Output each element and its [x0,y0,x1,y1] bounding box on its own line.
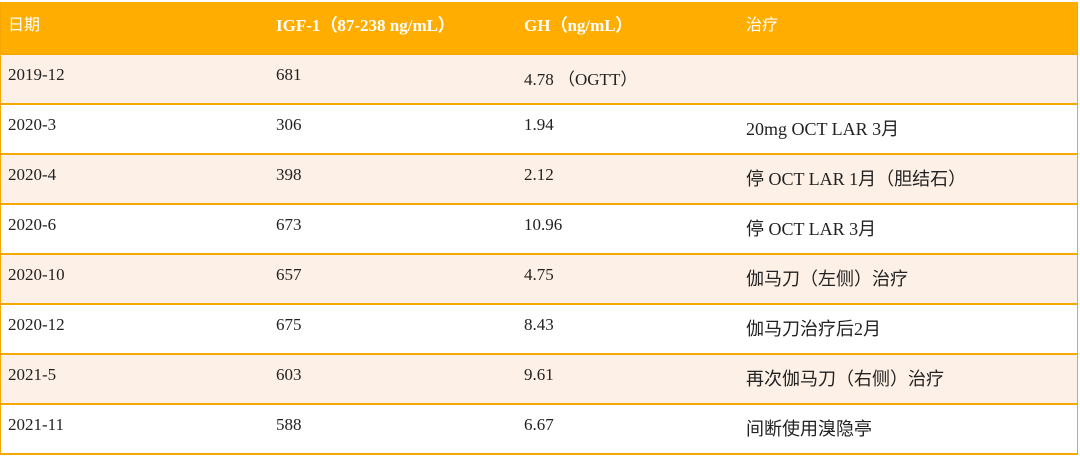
table-cell: 675 [276,315,302,334]
table-cell: 2020-3 [8,115,57,134]
table-cell: 20mg OCT LAR 3月 [746,119,900,139]
table-row: 2021-5 603 9.61 再次伽马刀（右侧）治疗 [1,353,1077,403]
table-cell: 2.12 [524,165,554,184]
table-cell: 2019-12 [8,65,65,84]
table-cell: 2021-5 [8,365,57,384]
table-cell: 停 OCT LAR 1月（胆结石） [746,169,967,189]
table-cell: 2020-4 [8,165,57,184]
table-cell: 398 [276,165,302,184]
header-cell: 日期 [8,15,41,34]
table-cell: 停 OCT LAR 3月 [746,219,877,239]
table-cell: 伽马刀（左侧）治疗 [746,269,908,289]
table-cell: 间断使用溴隐亭 [746,419,872,439]
table-cell: 2020-6 [8,215,57,234]
table-row: 2021-11 588 6.67 间断使用溴隐亭 [1,403,1077,453]
table-cell: 1.94 [524,115,554,134]
table-cell: 2020-12 [8,315,65,334]
table-cell: 2021-11 [8,415,65,434]
table-cell: 8.43 [524,315,554,334]
table-cell: 306 [276,115,302,134]
header-cell: IGF-1（87-238 ng/mL） [276,16,455,35]
table-row: 2020-4 398 2.12 停 OCT LAR 1月（胆结石） [1,153,1077,203]
table-cell: 588 [276,415,302,434]
table-cell: 伽马刀治疗后2月 [746,319,881,339]
header-row: 日期 IGF-1（87-238 ng/mL） GH（ng/mL） 治疗 [1,2,1077,54]
table-cell: 657 [276,265,302,284]
table-cell: 6.67 [524,415,554,434]
table-cell: 4.75 [524,265,554,284]
table-cell: 673 [276,215,302,234]
table-cell: 2020-10 [8,265,65,284]
header-cell: GH（ng/mL） [524,16,633,35]
table-cell: 9.61 [524,365,554,384]
table-row: 2020-12 675 8.43 伽马刀治疗后2月 [1,303,1077,353]
header-cell: 治疗 [746,15,779,34]
table-cell: 681 [276,65,302,84]
table-cell: 再次伽马刀（右侧）治疗 [746,369,944,389]
table-row: 2020-6 673 10.96 停 OCT LAR 3月 [1,203,1077,253]
table-cell: 603 [276,365,302,384]
table-row: 2019-12 681 4.78 （OGTT） [1,53,1077,103]
table-row: 2020-10 657 4.75 伽马刀（左侧）治疗 [1,253,1077,303]
table-row: 2020-3 306 1.94 20mg OCT LAR 3月 [1,103,1077,153]
table-cell: 10.96 [524,215,563,234]
table-cell: 4.78 （OGTT） [524,70,638,89]
